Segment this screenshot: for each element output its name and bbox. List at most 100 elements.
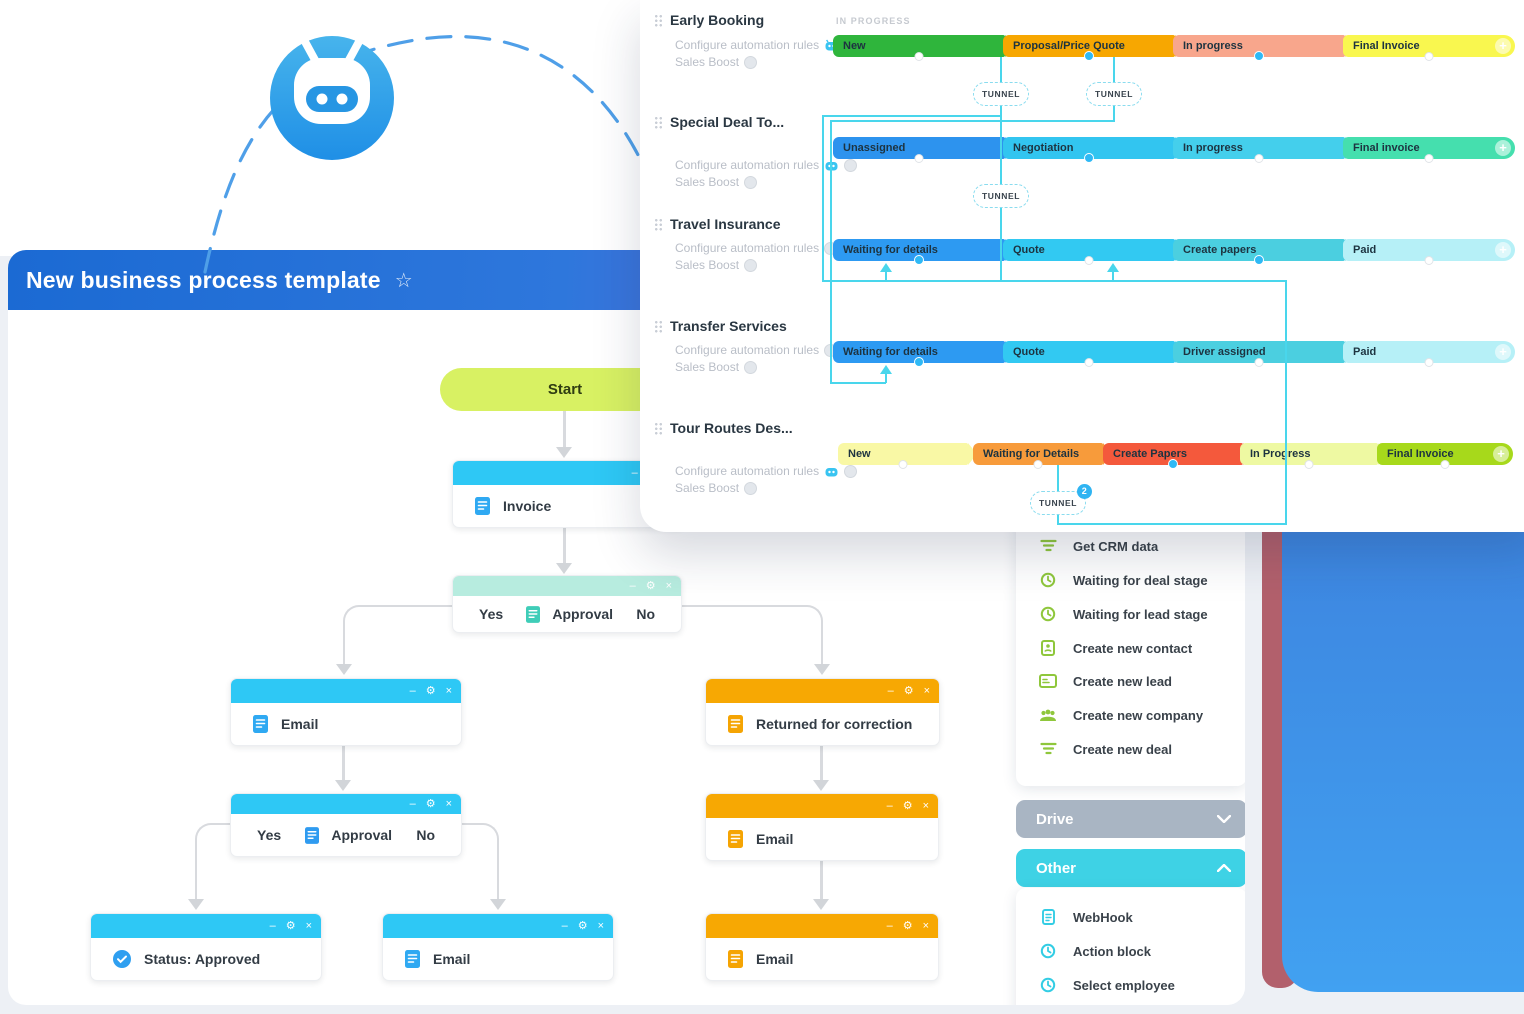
stage-chip[interactable]: Final invoice + <box>1343 137 1515 163</box>
branch-no-label[interactable]: No <box>636 606 655 622</box>
pipeline-title[interactable]: Special Deal To... <box>670 114 785 130</box>
stage-chip[interactable]: In progress <box>1173 35 1354 61</box>
configure-automation-link[interactable]: Configure automation rules <box>675 343 838 357</box>
pipeline-title[interactable]: Tour Routes Des... <box>670 420 793 436</box>
close-icon[interactable]: × <box>445 684 452 697</box>
close-icon[interactable]: × <box>597 919 604 932</box>
drag-handle-icon[interactable] <box>654 115 663 129</box>
info-icon[interactable] <box>744 360 758 374</box>
close-icon[interactable]: × <box>445 797 452 810</box>
settings-gear-icon[interactable]: ⚙ <box>645 579 656 592</box>
minimize-icon[interactable]: – <box>631 466 638 479</box>
configure-automation-link[interactable]: Configure automation rules <box>675 241 838 255</box>
minimize-icon[interactable]: – <box>409 797 416 810</box>
sidebar-item-action-block[interactable]: Action block <box>1038 941 1151 961</box>
sidebar-item-get-crm-data[interactable]: Get CRM data <box>1038 536 1158 556</box>
add-stage-icon[interactable]: + <box>1495 344 1511 360</box>
stage-chip[interactable]: In progress <box>1173 137 1354 163</box>
node-approval-1[interactable]: – ⚙ × Yes Approval No <box>452 575 682 633</box>
info-icon[interactable] <box>744 55 758 69</box>
minimize-icon[interactable]: – <box>561 919 568 932</box>
settings-gear-icon[interactable]: ⚙ <box>425 684 436 697</box>
stage-chip[interactable]: Unassigned <box>833 137 1014 163</box>
info-icon[interactable] <box>844 464 858 478</box>
stage-chip[interactable]: Create Papers <box>1103 443 1252 469</box>
node-approval-2[interactable]: – ⚙ × Yes Approval No <box>230 793 462 857</box>
info-icon[interactable] <box>844 158 858 172</box>
sales-boost-link[interactable]: Sales Boost <box>675 360 758 374</box>
sidebar-item-select-employee[interactable]: Select employee <box>1038 975 1175 995</box>
close-icon[interactable]: × <box>923 684 930 697</box>
info-icon[interactable] <box>744 258 758 272</box>
stage-chip[interactable]: Negotiation <box>1003 137 1184 163</box>
node-returned-for-correction[interactable]: – ⚙ × Returned for correction <box>705 678 940 746</box>
sales-boost-link[interactable]: Sales Boost <box>675 258 758 272</box>
configure-automation-link[interactable]: Configure automation rules <box>675 38 858 52</box>
sales-boost-link[interactable]: Sales Boost <box>675 481 758 495</box>
configure-automation-link[interactable]: Configure automation rules <box>675 158 858 172</box>
close-icon[interactable]: × <box>305 919 312 932</box>
close-icon[interactable]: × <box>665 579 672 592</box>
drag-handle-icon[interactable] <box>654 319 663 333</box>
node-email-orange-2[interactable]: – ⚙ × Email <box>705 913 939 981</box>
settings-gear-icon[interactable]: ⚙ <box>425 797 436 810</box>
sidebar-item-create-company[interactable]: Create new company <box>1038 705 1203 725</box>
minimize-icon[interactable]: – <box>886 799 893 812</box>
tunnel-badge[interactable]: TUNNEL <box>1086 82 1142 106</box>
stage-chip[interactable]: Waiting for Details <box>973 443 1112 469</box>
sidebar-item-create-deal[interactable]: Create new deal <box>1038 739 1172 759</box>
info-icon[interactable] <box>744 481 758 495</box>
settings-gear-icon[interactable]: ⚙ <box>902 919 913 932</box>
minimize-icon[interactable]: – <box>887 684 894 697</box>
drag-handle-icon[interactable] <box>654 13 663 27</box>
sidebar-item-create-lead[interactable]: Create new lead <box>1038 671 1172 691</box>
stage-chip[interactable]: Final Invoice + <box>1343 35 1515 61</box>
sidebar-item-create-contact[interactable]: Create new contact <box>1038 638 1192 658</box>
tunnel-badge[interactable]: TUNNEL <box>973 184 1029 208</box>
stage-chip[interactable]: Final Invoice + <box>1377 443 1513 469</box>
add-stage-icon[interactable]: + <box>1495 242 1511 258</box>
settings-gear-icon[interactable]: ⚙ <box>903 684 914 697</box>
stage-chip[interactable]: Waiting for details <box>833 239 1014 265</box>
minimize-icon[interactable]: – <box>409 684 416 697</box>
stage-chip[interactable]: Create papers <box>1173 239 1354 265</box>
sales-boost-link[interactable]: Sales Boost <box>675 175 758 189</box>
close-icon[interactable]: × <box>922 919 929 932</box>
stage-chip[interactable]: Quote <box>1003 341 1184 367</box>
node-email-2[interactable]: – ⚙ × Email <box>382 913 614 981</box>
stage-chip[interactable]: Driver assigned <box>1173 341 1354 367</box>
node-status-approved[interactable]: – ⚙ × Status: Approved <box>90 913 322 981</box>
sidebar-section-drive[interactable]: Drive <box>1016 800 1245 838</box>
pipeline-title[interactable]: Transfer Services <box>670 318 787 334</box>
minimize-icon[interactable]: – <box>886 919 893 932</box>
configure-automation-link[interactable]: Configure automation rules <box>675 464 858 478</box>
branch-yes-label[interactable]: Yes <box>257 827 282 843</box>
pipeline-title[interactable]: Early Booking <box>670 12 765 28</box>
add-stage-icon[interactable]: + <box>1495 140 1511 156</box>
stage-chip[interactable]: Quote <box>1003 239 1184 265</box>
stage-chip[interactable]: Proposal/Price Quote <box>1003 35 1184 61</box>
close-icon[interactable]: × <box>922 799 929 812</box>
sales-boost-link[interactable]: Sales Boost <box>675 55 758 69</box>
node-email-1[interactable]: – ⚙ × Email <box>230 678 462 746</box>
settings-gear-icon[interactable]: ⚙ <box>902 799 913 812</box>
stage-chip[interactable]: Waiting for details <box>833 341 1014 367</box>
tunnel-badge[interactable]: TUNNEL 2 <box>1030 484 1092 515</box>
sidebar-item-waiting-lead-stage[interactable]: Waiting for lead stage <box>1038 604 1208 624</box>
drag-handle-icon[interactable] <box>654 217 663 231</box>
branch-yes-label[interactable]: Yes <box>479 606 504 622</box>
stage-chip[interactable]: New <box>833 35 1014 61</box>
settings-gear-icon[interactable]: ⚙ <box>285 919 296 932</box>
branch-no-label[interactable]: No <box>416 827 435 843</box>
settings-gear-icon[interactable]: ⚙ <box>577 919 588 932</box>
minimize-icon[interactable]: – <box>269 919 276 932</box>
sidebar-section-other[interactable]: Other <box>1016 849 1245 887</box>
sidebar-item-waiting-deal-stage[interactable]: Waiting for deal stage <box>1038 570 1208 590</box>
minimize-icon[interactable]: – <box>629 579 636 592</box>
drag-handle-icon[interactable] <box>654 421 663 435</box>
stage-chip[interactable]: New <box>838 443 977 469</box>
add-stage-icon[interactable]: + <box>1495 38 1511 54</box>
sidebar-item-webhook[interactable]: WebHook <box>1038 907 1133 927</box>
stage-chip[interactable]: Paid + <box>1343 239 1515 265</box>
add-stage-icon[interactable]: + <box>1493 446 1509 462</box>
